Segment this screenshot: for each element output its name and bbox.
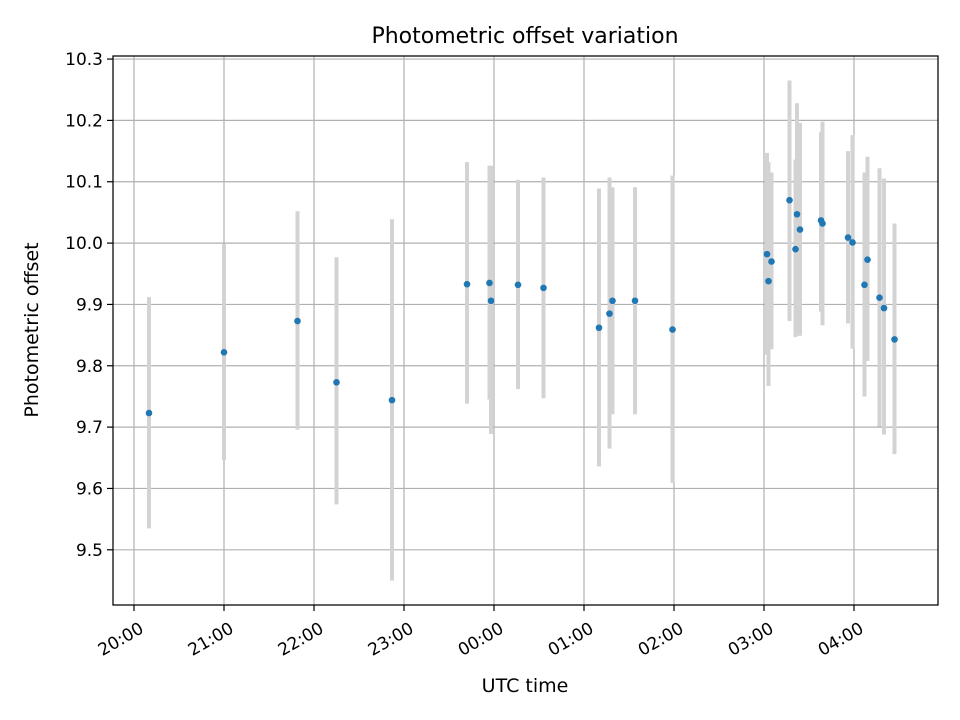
data-point (609, 297, 616, 305)
data-point (768, 258, 775, 265)
data-point (864, 256, 871, 263)
y-axis-ticks: 9.5 9.6 9.7 9.8 9.9 10.0 10.1 10.2 10.3 (65, 50, 113, 561)
data-point (891, 336, 898, 343)
y-tick-label: 9.8 (76, 357, 103, 377)
data-point (786, 196, 793, 204)
data-point (486, 279, 493, 287)
data-point (796, 226, 804, 233)
y-tick-label: 9.6 (76, 479, 103, 499)
data-point (793, 210, 801, 218)
grid-lines (113, 56, 938, 605)
error-bars (147, 80, 897, 581)
y-tick-label: 9.9 (76, 295, 103, 315)
data-point (631, 297, 639, 305)
data-point (763, 250, 771, 258)
data-point (294, 317, 301, 325)
data-point (876, 294, 883, 301)
x-tick-label: 20:00 (95, 619, 147, 661)
data-point (861, 281, 868, 289)
data-point (606, 310, 613, 317)
data-point (333, 379, 340, 386)
plot-frame (112, 55, 939, 606)
x-tick-label: 23:00 (365, 619, 417, 661)
data-point (844, 234, 852, 241)
x-tick-label: 03:00 (725, 619, 777, 661)
data-point (819, 220, 826, 227)
x-tick-label: 01:00 (545, 619, 597, 661)
x-axis-ticks: 20:00 21:00 22:00 23:00 00:00 01:00 02:00 03:00… (95, 605, 867, 661)
chart-title: Photometric offset variation (371, 24, 678, 49)
data-point (388, 396, 396, 404)
data-point (514, 281, 522, 289)
y-axis-label: Photometric offset (21, 242, 43, 417)
data-point (880, 304, 888, 312)
y-tick-label: 9.5 (76, 541, 103, 561)
data-point (145, 409, 153, 417)
y-tick-label: 10.0 (65, 234, 103, 254)
x-tick-label: 22:00 (275, 619, 327, 661)
data-point (669, 326, 676, 333)
data-point (765, 277, 772, 285)
y-tick-label: 9.7 (76, 418, 103, 438)
data-point (595, 324, 603, 332)
data-points (145, 196, 898, 417)
x-axis-label: UTC time (482, 675, 569, 697)
data-point (463, 280, 471, 288)
data-point (849, 239, 856, 246)
data-point (487, 297, 495, 305)
x-tick-label: 00:00 (455, 619, 507, 661)
data-point (792, 245, 799, 253)
data-point (540, 284, 547, 292)
x-tick-label: 21:00 (185, 619, 237, 661)
y-tick-label: 10.1 (65, 173, 103, 193)
x-tick-label: 02:00 (635, 619, 687, 661)
data-point (220, 348, 228, 356)
x-tick-label: 04:00 (815, 619, 867, 661)
y-tick-label: 10.2 (65, 111, 103, 131)
y-tick-label: 10.3 (65, 50, 103, 70)
